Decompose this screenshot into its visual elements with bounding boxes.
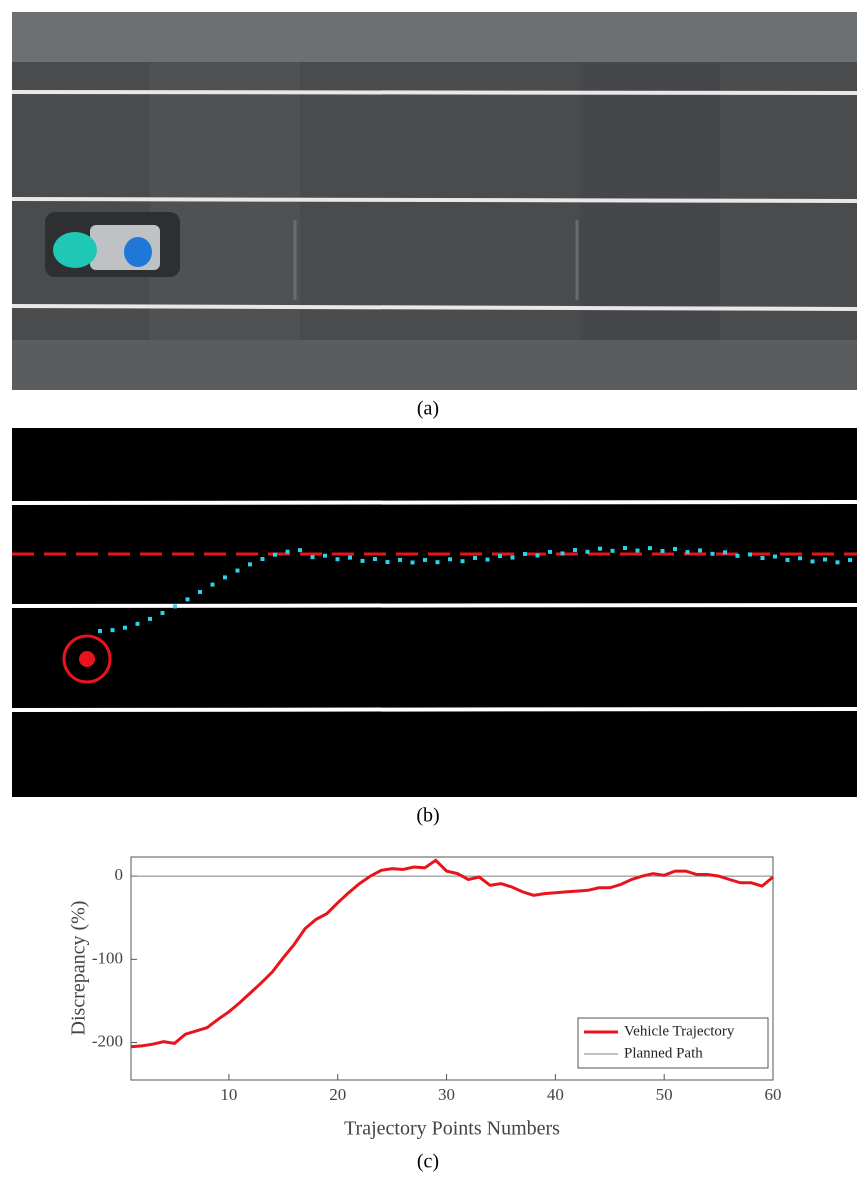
trajectory-dot <box>398 558 402 562</box>
x-tick-label: 20 <box>329 1085 346 1104</box>
trajectory-dot <box>611 549 615 553</box>
trajectory-dot <box>773 555 777 559</box>
trajectory-dot <box>136 622 140 626</box>
trajectory-dot <box>523 552 527 556</box>
trajectory-dot <box>748 552 752 556</box>
trajectory-dot <box>511 556 515 560</box>
trajectory-dot <box>436 560 440 564</box>
trajectory-dot <box>648 546 652 550</box>
y-tick-label: -200 <box>92 1031 123 1050</box>
trajectory-dot <box>661 549 665 553</box>
x-tick-label: 40 <box>547 1085 564 1104</box>
trajectory-dot <box>423 558 427 562</box>
trajectory-dot <box>411 560 415 564</box>
trajectory-dot <box>373 557 377 561</box>
trajectory-dot <box>448 557 452 561</box>
trajectory-dot <box>286 550 290 554</box>
trajectory-dot <box>186 597 190 601</box>
x-tick-label: 30 <box>438 1085 455 1104</box>
trajectory-dot <box>761 556 765 560</box>
trajectory-dot <box>623 546 627 550</box>
y-tick-label: -100 <box>92 948 123 967</box>
photo-panel <box>12 12 857 390</box>
trajectory-dot <box>536 553 540 557</box>
trajectory-dot <box>848 558 852 562</box>
trajectory-dot <box>148 617 152 621</box>
trajectory-dot <box>173 604 177 608</box>
trajectory-dot <box>836 560 840 564</box>
trajectory-dot <box>736 554 740 558</box>
trajectory-dot <box>198 590 202 594</box>
trajectory-dot <box>98 629 102 633</box>
trajectory-dot <box>598 547 602 551</box>
trajectory-dot <box>361 559 365 563</box>
trajectory-dot <box>261 557 265 561</box>
trajectory-dot <box>723 550 727 554</box>
trajectory-dot <box>798 556 802 560</box>
trajectory-dot <box>161 611 165 615</box>
trajectory-dot <box>123 626 127 630</box>
legend-label: Planned Path <box>624 1045 703 1061</box>
trajectory-dot <box>298 548 302 552</box>
trajectory-dot <box>573 548 577 552</box>
legend-label: Vehicle Trajectory <box>624 1023 735 1039</box>
trajectory-dot <box>323 554 327 558</box>
trajectory-dot <box>348 556 352 560</box>
trajectory-dot <box>486 558 490 562</box>
trajectory-dot <box>823 557 827 561</box>
x-tick-label: 50 <box>656 1085 673 1104</box>
trajectory-dot <box>336 557 340 561</box>
trajectory-dot <box>498 554 502 558</box>
x-tick-label: 60 <box>765 1085 782 1104</box>
trajectory-dot <box>211 583 215 587</box>
trajectory-dot <box>561 551 565 555</box>
trajectory-panel <box>12 428 857 797</box>
x-axis-label: Trajectory Points Numbers <box>344 1118 560 1140</box>
y-axis-label: Discrepancy (%) <box>68 901 90 1036</box>
trajectory-dot <box>686 550 690 554</box>
trajectory-dot <box>786 558 790 562</box>
trajectory-dot <box>636 549 640 553</box>
trajectory-dot <box>311 555 315 559</box>
panel-label: (a) <box>417 398 439 420</box>
trajectory-dot <box>473 556 477 560</box>
panel-label: (c) <box>417 1151 439 1173</box>
trajectory-dot <box>548 550 552 554</box>
trajectory-dot <box>673 547 677 551</box>
trajectory-dot <box>386 560 390 564</box>
trajectory-dot <box>223 575 227 579</box>
trajectory-dot <box>248 562 252 566</box>
panel-label: (b) <box>416 805 439 827</box>
trajectory-dot <box>461 559 465 563</box>
trajectory-dot <box>111 628 115 632</box>
trajectory-dot <box>711 552 715 556</box>
trajectory-dot <box>273 553 277 557</box>
trajectory-dot <box>236 569 240 573</box>
x-tick-label: 10 <box>220 1085 237 1104</box>
figure: (a) (b) Trajectory Points Numbers Discre… <box>0 0 857 1177</box>
trajectory-dot <box>586 550 590 554</box>
y-tick-label: 0 <box>115 865 124 884</box>
trajectory-dot <box>698 548 702 552</box>
trajectory-dot <box>811 559 815 563</box>
